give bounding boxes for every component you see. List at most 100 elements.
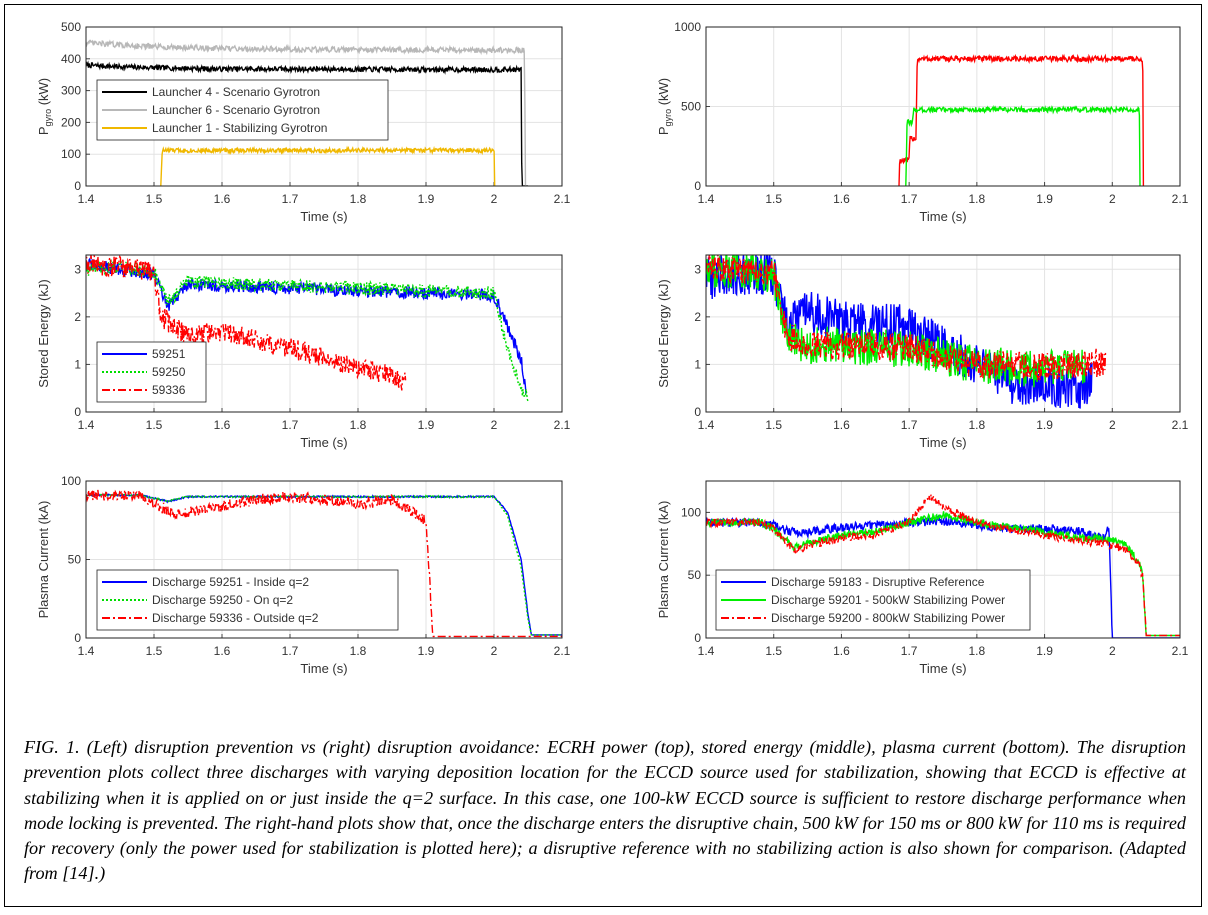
chart-left-top: 1.4 1.5 1.6 1.7 1.8 1.9 2 2.1 0 100 200 300 400 500 Ti…: [36, 20, 571, 224]
y-tick-label: 100: [61, 474, 81, 488]
x-tick-label: 1.6: [833, 192, 850, 206]
figure-panels: 1.4 1.5 1.6 1.7 1.8 1.9 2 2.10100200300400500Ti…: [36, 20, 1189, 676]
plot-frame: [85, 480, 563, 639]
y-tick-label: 500: [61, 20, 81, 34]
y-axis-label: Stored Energy (kJ): [36, 279, 51, 387]
x-tick-label: 1.6: [214, 192, 231, 206]
legend-box: [96, 569, 399, 631]
legend-box: [715, 569, 1031, 631]
x-axis-label: Time (s): [919, 435, 966, 450]
x-tick-label: 1.4: [78, 418, 95, 432]
x-tick-label: 1.7: [282, 192, 299, 206]
y-tick-label: 3: [74, 262, 81, 276]
x-tick-label: 2: [1109, 418, 1116, 432]
plot-frame: [705, 254, 1181, 413]
x-tick-label: 1.8: [969, 644, 986, 658]
plot-frame: [705, 26, 1181, 187]
x-tick-label: 1.9: [418, 644, 435, 658]
legend-label: Discharge 59201 - 500kW Stabilizing Powe…: [771, 593, 1005, 607]
x-tick-label: 1.5: [765, 192, 782, 206]
legend: Discharge 59183 - Disruptive Reference Di…: [715, 569, 1031, 631]
x-axis-label: Time (s): [300, 209, 347, 224]
x-tick-label: 1.8: [350, 418, 367, 432]
x-axis-label: Time (s): [300, 435, 347, 450]
y-axis-label: Pgyro (kW): [36, 78, 53, 135]
y-tick-label: 1000: [674, 20, 701, 34]
y-tick-label: 50: [688, 568, 702, 582]
x-tick-label: 2.1: [1172, 418, 1189, 432]
x-axis-label: Time (s): [919, 209, 966, 224]
x-tick-label: 1.8: [350, 644, 367, 658]
legend-label: Launcher 6 - Scenario Gyrotron: [152, 103, 320, 117]
y-tick-label: 0: [74, 405, 81, 419]
x-tick-label: 1.5: [146, 418, 163, 432]
x-tick-label: 1.8: [969, 192, 986, 206]
series-line: [706, 493, 1180, 637]
y-tick-label: 0: [74, 179, 81, 193]
x-tick-label: 1.6: [833, 418, 850, 432]
y-tick-label: 100: [681, 505, 701, 519]
series-line: [898, 53, 1145, 186]
y-tick-label: 0: [694, 631, 701, 645]
series-line: [86, 487, 562, 638]
legend-label: 59336: [152, 383, 186, 397]
y-tick-label: 2: [694, 310, 701, 324]
series-line: [86, 492, 562, 636]
y-axis-label-main: P: [656, 126, 671, 135]
y-tick-label: 3: [694, 262, 701, 276]
x-tick-label: 2: [491, 644, 498, 658]
plot-frame: [705, 480, 1181, 639]
plot-frame: [85, 26, 563, 187]
figure-frame: [4, 4, 1202, 907]
x-tick-label: 1.4: [78, 644, 95, 658]
legend-label: Discharge 59183 - Disruptive Reference: [771, 575, 985, 589]
series-line: [706, 255, 1107, 381]
chart-right-bot: 1.4 1.5 1.6 1.7 1.8 1.9 2 2.1 0 50 100 Time (s) Plas…: [656, 480, 1189, 676]
legend-label: Discharge 59251 - Inside q=2: [152, 575, 309, 589]
y-tick-label: 500: [681, 100, 701, 114]
x-tick-label: 1.6: [214, 644, 231, 658]
x-tick-label: 1.4: [698, 644, 715, 658]
y-tick-label: 0: [74, 631, 81, 645]
y-tick-label: 300: [61, 84, 81, 98]
y-axis-label-main: P: [36, 126, 51, 135]
x-tick-label: 1.5: [765, 418, 782, 432]
x-tick-label: 1.9: [418, 418, 435, 432]
figure-caption: FIG. 1. (Left) disruption prevention vs …: [24, 737, 1186, 884]
y-tick-label: 400: [61, 52, 81, 66]
y-tick-label: 0: [694, 405, 701, 419]
x-tick-label: 1.6: [214, 418, 231, 432]
x-tick-label: 2.1: [554, 192, 571, 206]
x-tick-label: 1.8: [969, 418, 986, 432]
y-axis-label: Pgyro (kW): [656, 78, 673, 135]
x-tick-label: 1.9: [1036, 418, 1053, 432]
x-tick-label: 1.6: [833, 644, 850, 658]
chart-right-top: 1.4 1.5 1.6 1.7 1.8 1.9 2 2.1 0 500 1000 Time (s) Pg…: [656, 20, 1189, 224]
x-tick-label: 2: [1109, 644, 1116, 658]
y-tick-label: 1: [694, 357, 701, 371]
legend: Launcher 4 - Scenario Gyrotron Launcher 6…: [96, 79, 389, 141]
x-tick-label: 2.1: [1172, 192, 1189, 206]
legend-label: 59250: [152, 365, 186, 379]
series-line: [706, 511, 1180, 637]
legend-label: Discharge 59336 - Outside q=2: [152, 611, 319, 625]
x-tick-label: 2.1: [554, 644, 571, 658]
y-axis-label-unit: (kW): [656, 78, 671, 109]
y-tick-label: 0: [694, 179, 701, 193]
chart-right-mid: 1.4 1.5 1.6 1.7 1.8 1.9 2 2.1 0 1 2 3 Time (s) Stored…: [656, 254, 1189, 450]
series-line: [86, 39, 528, 186]
series-line: [160, 145, 496, 186]
x-tick-label: 1.5: [146, 644, 163, 658]
series-line: [86, 60, 528, 186]
x-tick-label: 1.4: [698, 418, 715, 432]
legend-label: Launcher 1 - Stabilizing Gyrotron: [152, 121, 327, 135]
x-tick-label: 1.7: [282, 644, 299, 658]
x-axis-label: Time (s): [300, 661, 347, 676]
x-tick-label: 2: [491, 192, 498, 206]
y-axis-label: Plasma Current (kA): [656, 501, 671, 619]
x-tick-label: 2.1: [554, 418, 571, 432]
y-axis-label-subscript: gyro: [663, 109, 673, 127]
y-tick-label: 200: [61, 115, 81, 129]
x-tick-label: 1.8: [350, 192, 367, 206]
y-axis-label: Plasma Current (kA): [36, 501, 51, 619]
